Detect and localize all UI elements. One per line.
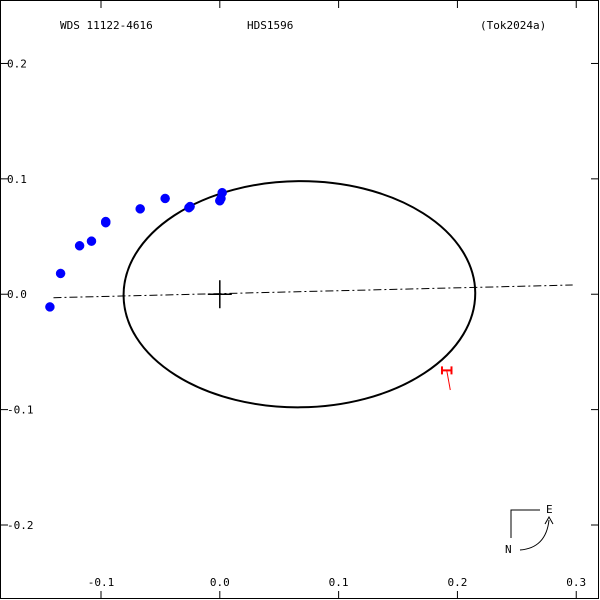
header-center-label: HDS1596: [247, 19, 293, 32]
observation-point: [185, 201, 195, 212]
y-tick-label: 0.1: [7, 173, 27, 186]
observation-point: [45, 302, 55, 312]
points-layer: [45, 187, 453, 391]
x-tick-label: 0.1: [329, 576, 349, 589]
compass-arrowhead-icon: [544, 515, 554, 525]
x-tick-label: 0.3: [566, 576, 586, 589]
header-right-label: (Tok2024a): [480, 19, 546, 32]
observation-point: [74, 241, 85, 251]
observation-point: [86, 236, 97, 246]
observation-point: [135, 204, 145, 214]
compass-north-label: N: [505, 543, 512, 556]
orbit-ellipse: [122, 180, 477, 409]
header-left-label: WDS 11122-4616: [60, 19, 153, 32]
y-tick-label: 0.0: [7, 288, 27, 301]
y-tick-label: -0.1: [7, 404, 34, 417]
line-of-nodes: [53, 284, 573, 299]
x-tick-label: 0.0: [210, 576, 230, 589]
orbit-layer: [53, 180, 573, 409]
observation-point: [217, 187, 227, 198]
y-tick-label: 0.2: [7, 57, 27, 70]
compass-corner-line: [510, 509, 540, 538]
observation-point: [55, 268, 66, 279]
observation-point: [160, 193, 170, 204]
x-tick-label: -0.1: [88, 576, 115, 589]
residual-line: [446, 370, 451, 391]
compass-east-label: E: [546, 503, 553, 516]
y-tick-label: -0.2: [7, 519, 34, 532]
compass-arrow-icon: [519, 519, 550, 551]
x-tick-label: 0.2: [447, 576, 467, 589]
compass: E N: [505, 503, 554, 556]
observation-point: [100, 216, 111, 227]
